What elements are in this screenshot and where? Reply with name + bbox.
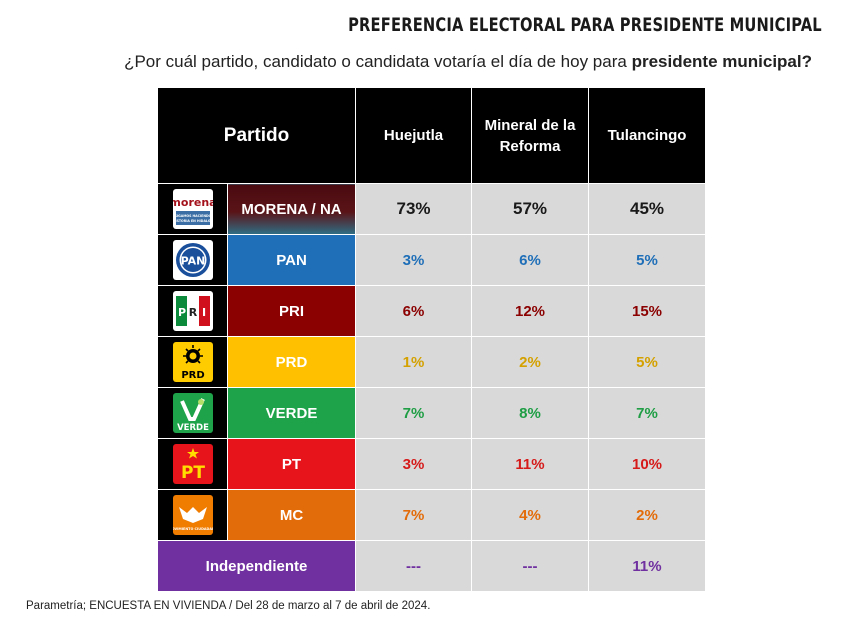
party-name: MC [226,489,357,541]
chart-title: PREFERENCIA ELECTORAL PARA PRESIDENTE MU… [348,14,822,36]
table-row: PRD PRD 1% 2% 5% [157,336,707,388]
value-cell: 7% [355,489,473,541]
value-cell: --- [355,540,473,592]
svg-text:I: I [201,306,205,319]
value-cell: 1% [355,336,473,388]
party-logo-cell: PAN [157,234,228,286]
value-cell: 7% [588,387,707,439]
value-cell: 7% [355,387,473,439]
party-name: Independiente [156,540,357,592]
value-cell: 3% [355,234,473,286]
party-logo-cell: MOVIMIENTO CIUDADANO [157,489,228,541]
subtitle-text: ¿Por cuál partido, candidato o candidata… [124,52,632,71]
svg-text:PRD: PRD [181,370,204,381]
svg-text:HISTORIA EN HIDALGO: HISTORIA EN HIDALGO [173,219,213,223]
table-row: P R I PRI 6% 12% 15% [157,285,707,337]
party-logo-cell: PT [157,438,228,490]
svg-text:VERDE: VERDE [177,423,209,433]
value-cell: 4% [471,489,590,541]
verde-logo-icon: VERDE [172,393,213,433]
pt-logo-icon: PT [172,444,213,484]
value-cell: --- [471,540,590,592]
value-cell: 11% [471,438,590,490]
party-logo-cell: VERDE [157,387,228,439]
table-row: PT PT 3% 11% 10% [157,438,707,490]
svg-text:SIGAMOS HACIENDO: SIGAMOS HACIENDO [174,214,211,218]
value-cell: 8% [471,387,590,439]
value-cell: 5% [588,234,707,286]
header-row: Partido Huejutla Mineral de la Reforma T… [156,87,707,184]
value-cell: 2% [588,489,707,541]
value-cell: 45% [588,183,707,235]
header-partido: Partido [156,87,357,184]
party-name: VERDE [226,387,357,439]
header-huejutla: Huejutla [355,87,473,184]
pan-logo-icon: PAN [172,240,213,280]
prd-logo-icon: PRD [172,342,213,382]
value-cell: 57% [471,183,590,235]
party-logo-cell: PRD [157,336,228,388]
svg-text:P: P [177,306,185,319]
svg-text:R: R [188,306,197,319]
header-tulancingo: Tulancingo [588,87,707,184]
value-cell: 12% [471,285,590,337]
table-row: VERDE VERDE 7% 8% 7% [157,387,707,439]
party-name: PT [226,438,357,490]
table-row: PAN PAN 3% 6% 5% [157,234,707,286]
chart-subtitle: ¿Por cuál partido, candidato o candidata… [124,52,812,72]
party-name: PRD [226,336,357,388]
table-row: morena SIGAMOS HACIENDO HISTORIA EN HIDALG… [157,183,707,235]
party-name: MORENA / NA [226,183,357,235]
table-row: MOVIMIENTO CIUDADANO MC7%4%2% [157,489,707,541]
party-name: PRI [226,285,357,337]
svg-text:PT: PT [180,463,204,483]
value-cell: 6% [355,285,473,337]
value-cell: 2% [471,336,590,388]
value-cell: 10% [588,438,707,490]
table-row: Independiente --- --- 11% [156,540,707,592]
value-cell: 5% [588,336,707,388]
svg-text:PAN: PAN [180,255,205,268]
value-cell: 3% [355,438,473,490]
subtitle-bold: presidente municipal? [631,52,812,71]
svg-text:morena: morena [173,196,213,209]
morena-logo-icon: morena SIGAMOS HACIENDO HISTORIA EN HIDALG… [172,189,213,229]
value-cell: 6% [471,234,590,286]
results-table: Partido Huejutla Mineral de la Reforma T… [156,87,707,592]
header-mineral: Mineral de la Reforma [471,87,590,184]
mc-logo-icon: MOVIMIENTO CIUDADANO [172,495,213,535]
svg-text:MOVIMIENTO CIUDADANO: MOVIMIENTO CIUDADANO [173,527,213,531]
value-cell: 15% [588,285,707,337]
value-cell: 11% [588,540,707,592]
source-footnote: Parametría; ENCUESTA EN VIVIENDA / Del 2… [26,600,431,612]
value-cell: 73% [355,183,473,235]
party-name: PAN [226,234,357,286]
party-logo-cell: morena SIGAMOS HACIENDO HISTORIA EN HIDALG… [157,183,228,235]
